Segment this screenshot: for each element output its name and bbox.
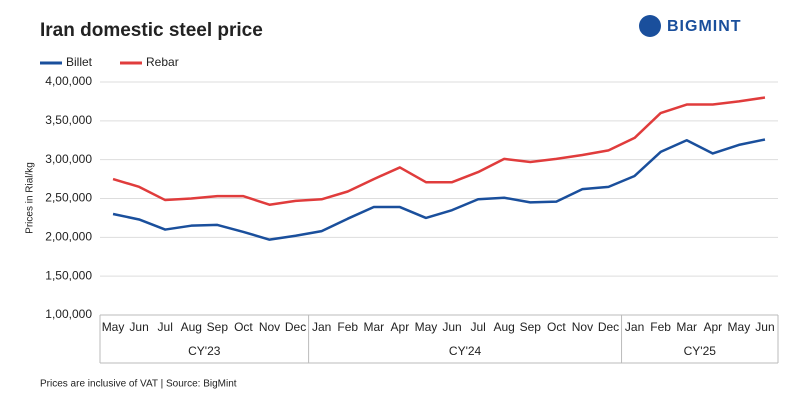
x-tick-label: Apr [703,320,722,334]
y-tick-label: 1,50,000 [45,268,92,282]
x-tick-label: Aug [181,320,202,334]
logo: BIGMINT [639,15,742,37]
x-tick-label: Aug [494,320,515,334]
group-label: CY'25 [684,344,717,358]
x-tick-label: Jul [470,320,485,334]
logo-icon [639,15,661,37]
y-tick-label: 2,50,000 [45,191,92,205]
group-label: CY'24 [449,344,482,358]
x-tick-label: Nov [259,320,280,334]
legend-label: Billet [66,55,93,69]
y-tick-label: 3,00,000 [45,152,92,166]
x-tick-label: Jan [625,320,644,334]
x-tick-label: Feb [650,320,671,334]
series-line [112,138,766,241]
x-tick-label: Mar [363,320,384,334]
brand: BIGMINT [667,18,742,35]
y-axis-label: Prices in Rial/kg [25,162,36,234]
y-tick-label: 4,00,000 [45,74,92,88]
x-tick-label: Oct [234,320,253,334]
x-tick-label: Feb [337,320,358,334]
x-tick-label: Jun [755,320,774,334]
group-label: CY'23 [188,344,221,358]
x-tick-label: Apr [391,320,410,334]
x-tick-label: Mar [676,320,697,334]
x-tick-label: Jan [312,320,331,334]
x-tick-label: May [102,320,125,334]
x-tick-label: Sep [207,320,229,334]
x-tick-label: Nov [572,320,593,334]
y-tick-label: 3,50,000 [45,113,92,127]
legend-label: Rebar [146,55,179,69]
x-tick-label: Sep [520,320,542,334]
x-tick-label: May [415,320,438,334]
y-tick-label: 1,00,000 [45,307,92,321]
x-tick-label: Dec [598,320,619,334]
x-tick-label: Jun [442,320,461,334]
footnote: Prices are inclusive of VAT | Source: Bi… [40,379,237,390]
x-tick-label: Dec [285,320,306,334]
series-line [112,96,766,206]
x-tick-label: May [728,320,751,334]
x-tick-label: Jul [158,320,173,334]
y-tick-label: 2,00,000 [45,230,92,244]
chart-title: Iran domestic steel price [40,20,263,41]
x-tick-label: Jun [129,320,148,334]
x-tick-label: Oct [547,320,566,334]
